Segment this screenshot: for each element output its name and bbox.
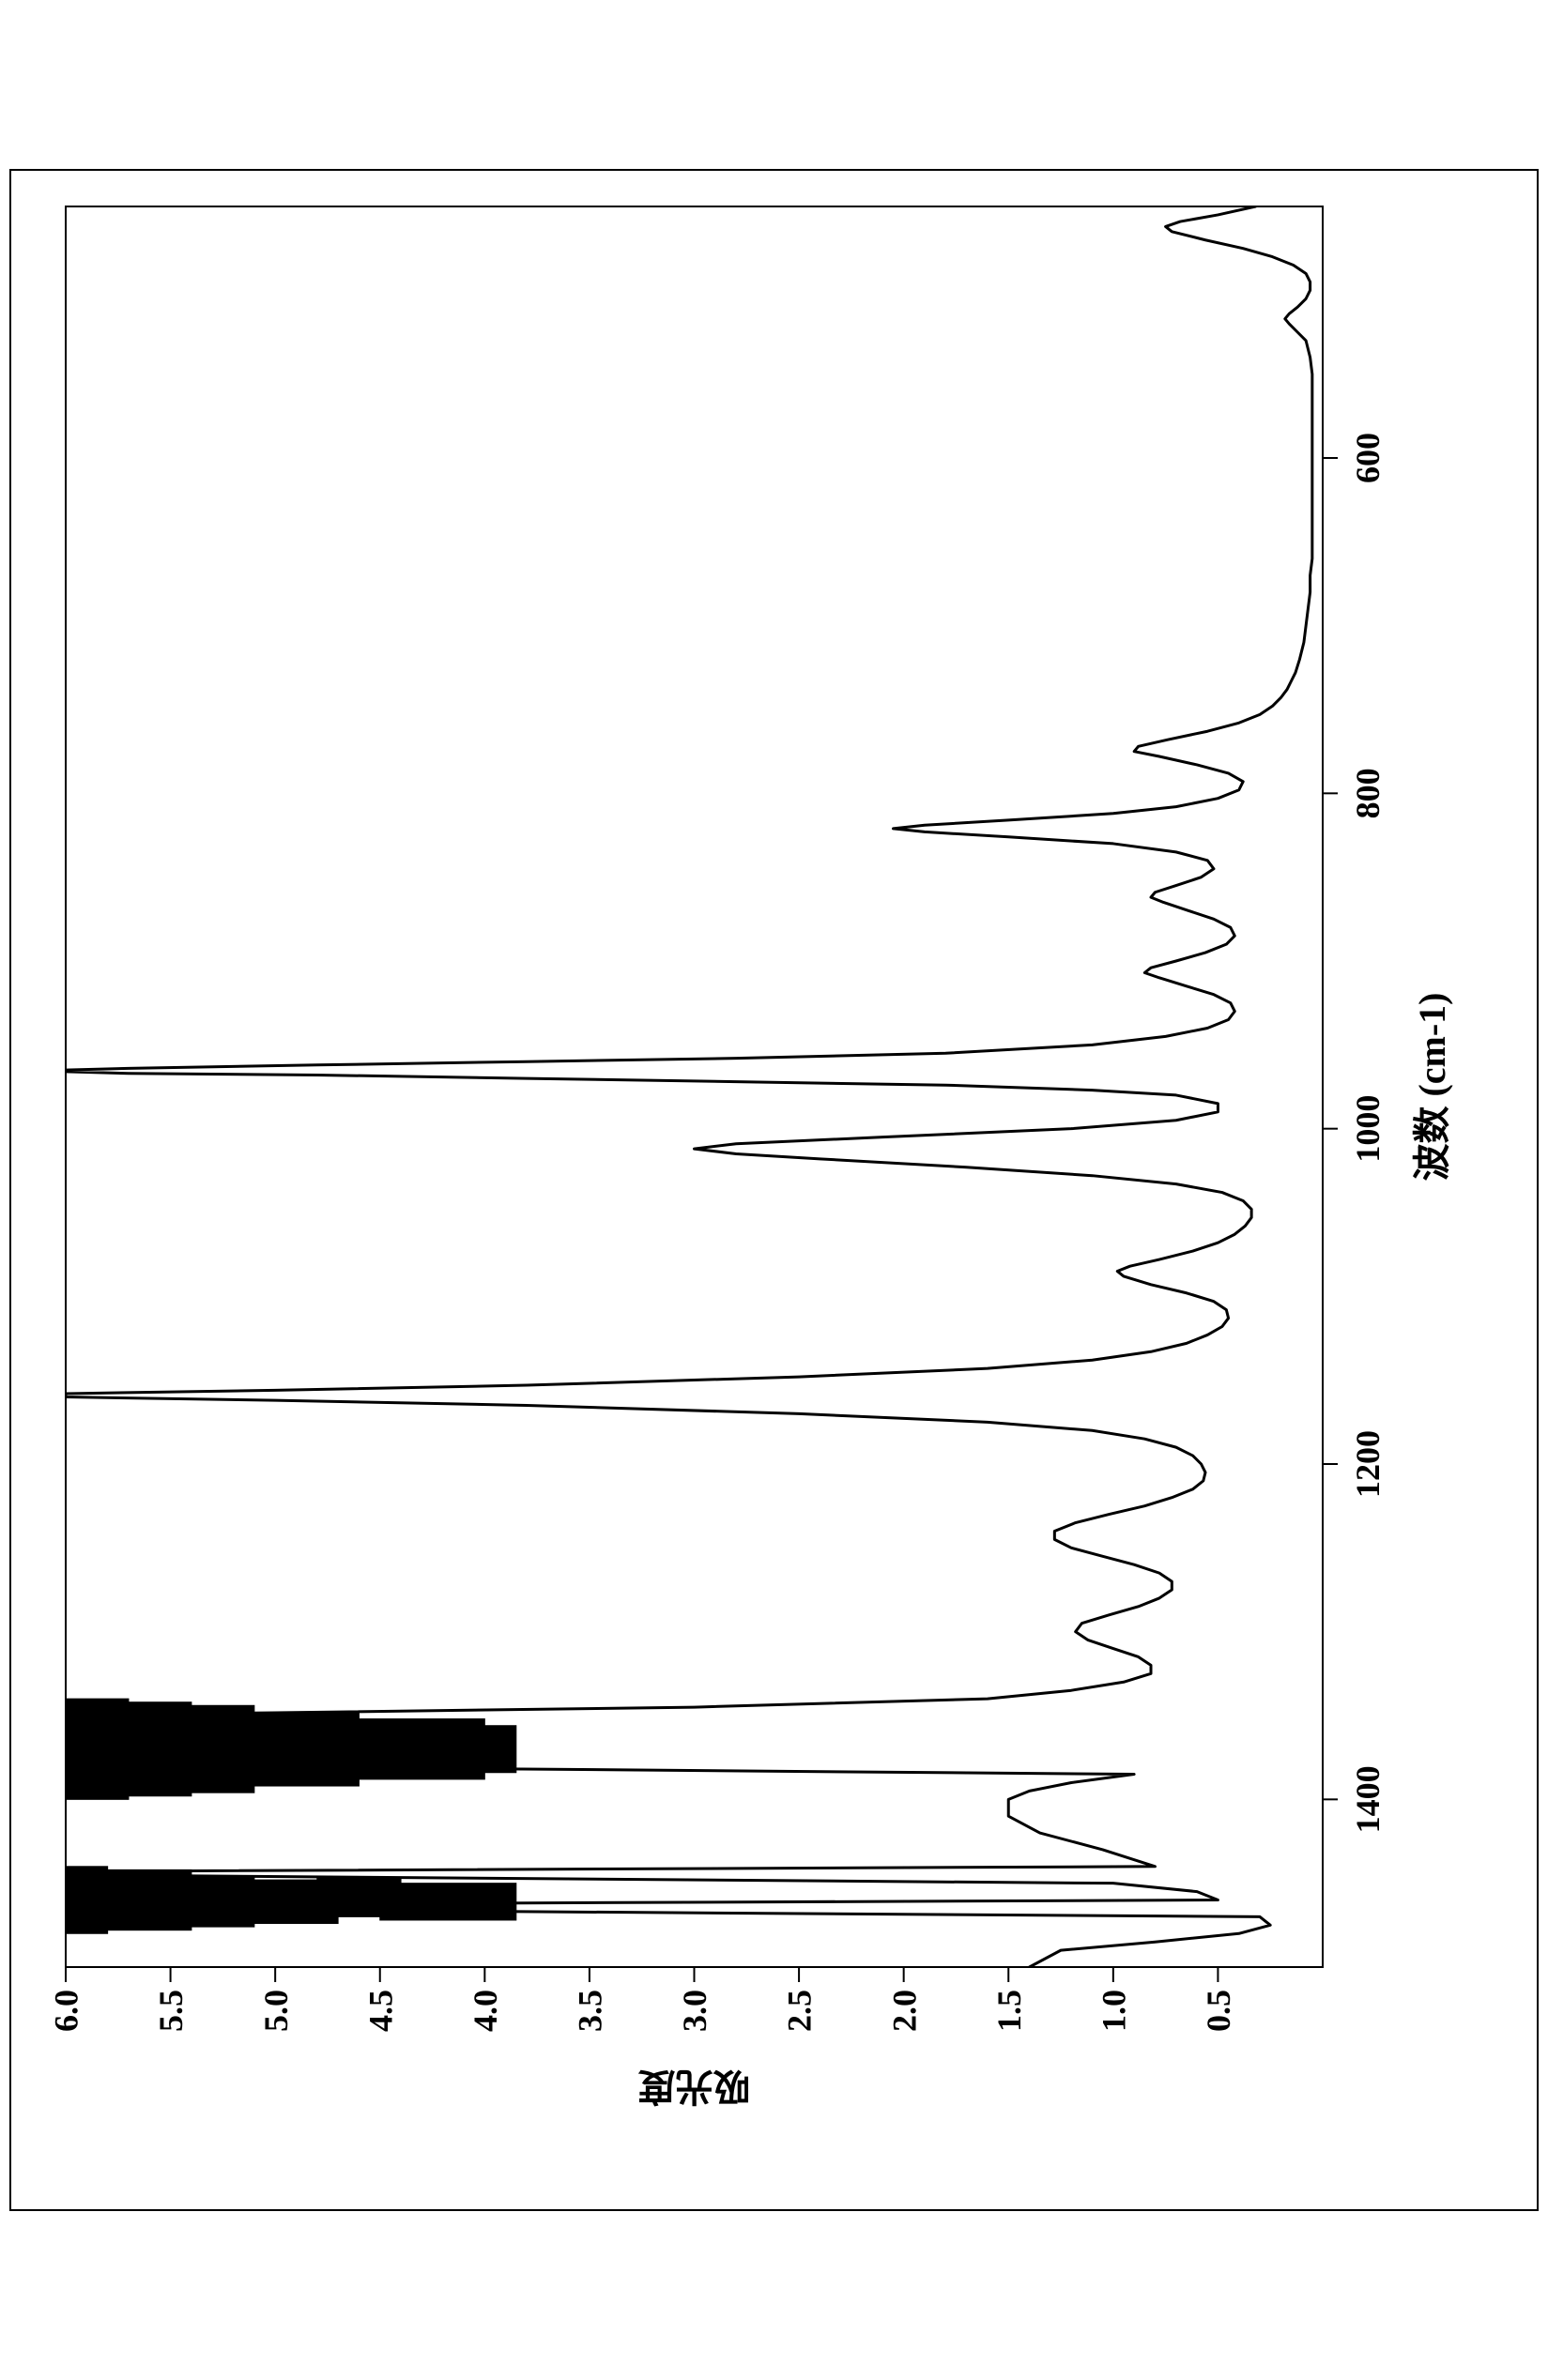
x-tick-label: 1200: [1349, 1430, 1387, 1498]
y-tick-label: 3.0: [676, 1990, 713, 2032]
x-tick-label: 1000: [1349, 1095, 1387, 1163]
plot-frame: [66, 206, 1323, 1967]
y-tick-label: 2.0: [885, 1990, 923, 2032]
spectrum-line: [66, 206, 1312, 1967]
chart-svg: 600 800 1000 1200 1400 0.5 1.0 1.5 2.0 2.5 3.0 3.5 4…: [9, 169, 1539, 2211]
x-tick-label: 1400: [1349, 1765, 1387, 1833]
y-tick-label: 1.0: [1095, 1990, 1132, 2032]
y-tick-label: 5.5: [152, 1990, 190, 2032]
y-tick-label: 6.0: [48, 1990, 85, 2032]
saturation-block: [338, 1719, 484, 1779]
y-tick-label: 0.5: [1200, 1990, 1237, 2032]
y-tick-label: 4.5: [361, 1990, 399, 2032]
y-tick-label: 5.0: [257, 1990, 295, 2032]
plot-area: [66, 206, 1312, 1967]
saturation-block: [149, 1877, 254, 1928]
x-axis-label: 波数 (cm-1): [1411, 992, 1453, 1181]
x-tick-label: 800: [1349, 768, 1387, 818]
ir-spectrum-chart: 600 800 1000 1200 1400 0.5 1.0 1.5 2.0 2.5 3.0 3.5 4…: [9, 169, 1539, 2211]
y-axis-label: 吸光度: [638, 2066, 751, 2108]
page: 600 800 1000 1200 1400 0.5 1.0 1.5 2.0 2.5 3.0 3.5 4…: [0, 0, 1548, 2380]
y-tick-label: 4.0: [467, 1990, 504, 2032]
y-tick-label: 3.5: [572, 1990, 609, 2032]
x-tick-label: 600: [1349, 433, 1387, 483]
y-tick-label: 2.5: [781, 1990, 819, 2032]
y-tick-label: 1.5: [990, 1990, 1028, 2032]
